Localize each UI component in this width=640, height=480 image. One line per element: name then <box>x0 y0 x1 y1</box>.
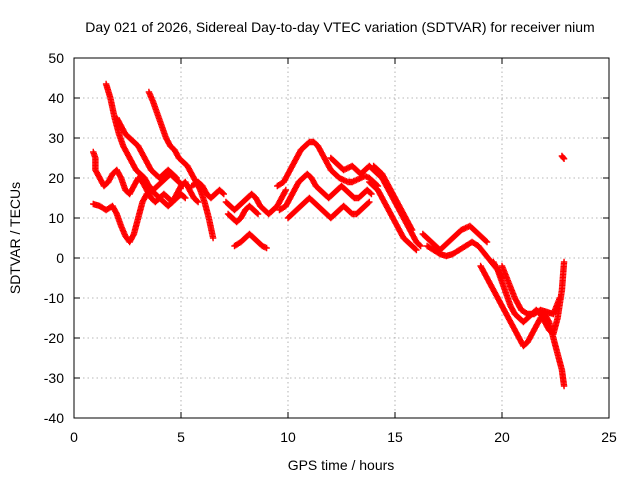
data-point <box>178 181 186 189</box>
series-track-f <box>188 178 227 202</box>
series-track-o <box>370 162 416 234</box>
axis-ticks <box>73 57 610 419</box>
data-point <box>173 174 180 182</box>
data-point <box>179 182 187 190</box>
series-track-d <box>113 114 180 182</box>
data-point <box>193 197 201 205</box>
y-tick-label: 50 <box>48 50 64 66</box>
y-tick-label: -40 <box>44 410 64 426</box>
data-points <box>90 80 568 390</box>
data-point <box>194 198 202 206</box>
series-track-n <box>366 178 420 254</box>
data-point <box>172 173 179 181</box>
data-point <box>416 241 423 249</box>
data-point <box>417 242 424 250</box>
y-tick-label: -20 <box>44 330 64 346</box>
series-track-h <box>224 202 262 226</box>
series-track-j <box>274 138 382 190</box>
x-tick-label: 15 <box>387 429 403 445</box>
data-point <box>282 186 290 194</box>
series-track-p <box>419 222 491 254</box>
data-point <box>281 188 289 195</box>
x-tick-label: 0 <box>70 429 78 445</box>
y-tick-label: -10 <box>44 290 64 306</box>
data-point <box>482 237 490 245</box>
x-tick-labels: 0 5 10 15 20 25 <box>70 429 617 445</box>
data-point <box>253 209 261 217</box>
y-tick-label: 40 <box>48 90 64 106</box>
series-track-l <box>284 194 373 222</box>
data-point <box>368 190 375 198</box>
series-track-i <box>231 230 270 252</box>
data-point <box>367 189 374 197</box>
series-track-k <box>276 170 375 214</box>
x-axis-label: GPS time / hours <box>288 457 395 473</box>
data-point <box>560 382 568 390</box>
y-tick-label: 0 <box>56 250 64 266</box>
data-point <box>181 193 188 201</box>
data-point <box>219 189 226 197</box>
x-tick-label: 25 <box>601 429 617 445</box>
series-track-g <box>222 186 290 218</box>
chart-title: Day 021 of 2026, Sidereal Day-to-day VTE… <box>85 19 594 35</box>
y-tick-label: 20 <box>48 170 64 186</box>
data-point <box>483 238 491 246</box>
data-point <box>182 194 189 202</box>
plot-frame <box>73 57 610 419</box>
data-point <box>254 210 262 218</box>
y-axis-label: SDTVAR / TECUs <box>7 182 23 294</box>
data-point <box>408 226 416 234</box>
x-tick-label: 10 <box>280 429 296 445</box>
x-tick-label: 20 <box>494 429 510 445</box>
data-point <box>560 155 568 162</box>
data-point <box>412 245 419 253</box>
series-track-b <box>90 178 202 246</box>
data-point <box>556 294 563 302</box>
y-tick-label: -30 <box>44 370 64 386</box>
data-point <box>560 258 568 266</box>
data-point <box>366 198 373 206</box>
data-point <box>209 234 217 242</box>
data-point <box>408 225 415 232</box>
data-point <box>263 244 270 252</box>
data-point <box>560 154 567 162</box>
series-outlier <box>558 152 568 162</box>
series-track-r <box>477 262 568 390</box>
data-point <box>220 190 227 198</box>
x-tick-label: 5 <box>177 429 185 445</box>
y-tick-label: 30 <box>48 130 64 146</box>
y-tick-labels: -40 -30 -20 -10 0 10 20 30 40 50 <box>44 50 64 426</box>
data-point <box>413 246 420 254</box>
y-tick-label: 10 <box>48 210 64 226</box>
series-track-t <box>498 262 563 318</box>
data-point <box>365 199 372 207</box>
